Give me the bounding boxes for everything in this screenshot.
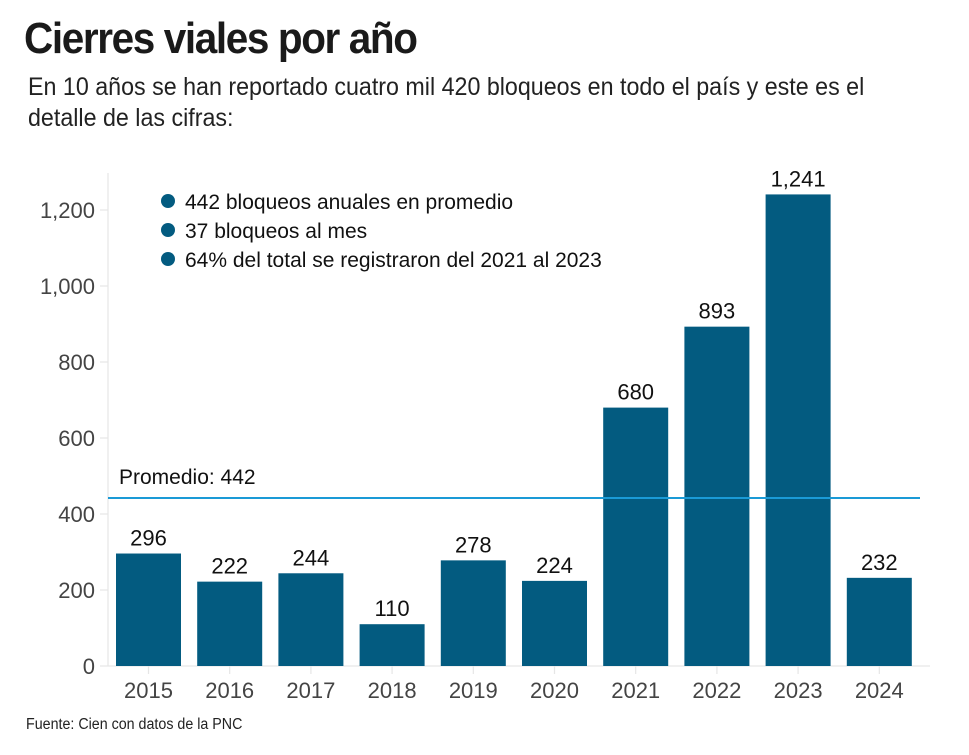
bar-2022	[684, 326, 750, 666]
bar-2024	[846, 577, 912, 666]
y-tick-label: 600	[58, 426, 95, 451]
bar-value-label: 278	[455, 532, 492, 557]
bar-2021	[603, 407, 669, 666]
x-tick-label: 2017	[286, 678, 335, 703]
source-note: Fuente: Cien con datos de la PNC	[26, 716, 243, 733]
y-tick-label: 1,200	[40, 198, 95, 223]
bar-value-label: 680	[617, 380, 654, 405]
bar-2016	[197, 581, 263, 666]
bullet-icon	[161, 223, 175, 237]
x-tick-label: 2020	[530, 678, 579, 703]
annotation-text: 442 bloqueos anuales en promedio	[185, 191, 513, 214]
bar-value-label: 222	[211, 554, 248, 579]
reference-line-layer: Promedio: 442	[108, 466, 920, 500]
y-tick-label: 800	[58, 350, 95, 375]
bullet-icon	[161, 194, 175, 208]
bar-2017	[278, 573, 344, 666]
x-tick-label: 2019	[449, 678, 498, 703]
bar-value-label: 244	[293, 545, 330, 570]
y-tick-label: 400	[58, 502, 95, 527]
chart-subtitle: En 10 años se han reportado cuatro mil 4…	[28, 73, 865, 132]
y-tick-label: 200	[58, 578, 95, 603]
chart-title: Cierres viales por año	[24, 14, 418, 63]
annotation-text: 37 bloqueos al mes	[185, 220, 367, 243]
bars-layer	[116, 194, 912, 667]
bar-value-label: 110	[375, 596, 410, 621]
bar-2015	[116, 553, 181, 666]
x-tick-label: 2015	[124, 678, 173, 703]
y-tick-label: 0	[83, 654, 95, 679]
bar-2018	[359, 624, 425, 666]
average-line-label: Promedio: 442	[119, 466, 256, 489]
y-tick-label: 1,000	[40, 274, 95, 299]
data-labels-layer: 296 222 244 110 278 224 680 893 1,241 232	[130, 166, 898, 621]
bar-value-label: 224	[536, 553, 573, 578]
x-tick-label: 2022	[692, 678, 741, 703]
x-tick-label: 2023	[774, 678, 823, 703]
bar-2020	[522, 580, 587, 666]
x-tick-label: 2024	[855, 678, 904, 703]
x-tick-label: 2016	[205, 678, 254, 703]
x-tick-label: 2021	[611, 678, 660, 703]
bar-2019	[440, 560, 506, 666]
annotation-text: 64% del total se registraron del 2021 al…	[185, 249, 602, 272]
bar-2023	[765, 194, 831, 667]
bar-value-label: 296	[130, 526, 167, 551]
bar-value-label: 1,241	[771, 166, 826, 191]
bar-value-label: 893	[699, 299, 736, 324]
x-tick-label: 2018	[368, 678, 417, 703]
bullet-icon	[161, 252, 175, 266]
annotations-layer: 442 bloqueos anuales en promedio 37 bloqu…	[161, 191, 602, 272]
bar-value-label: 232	[861, 550, 898, 575]
